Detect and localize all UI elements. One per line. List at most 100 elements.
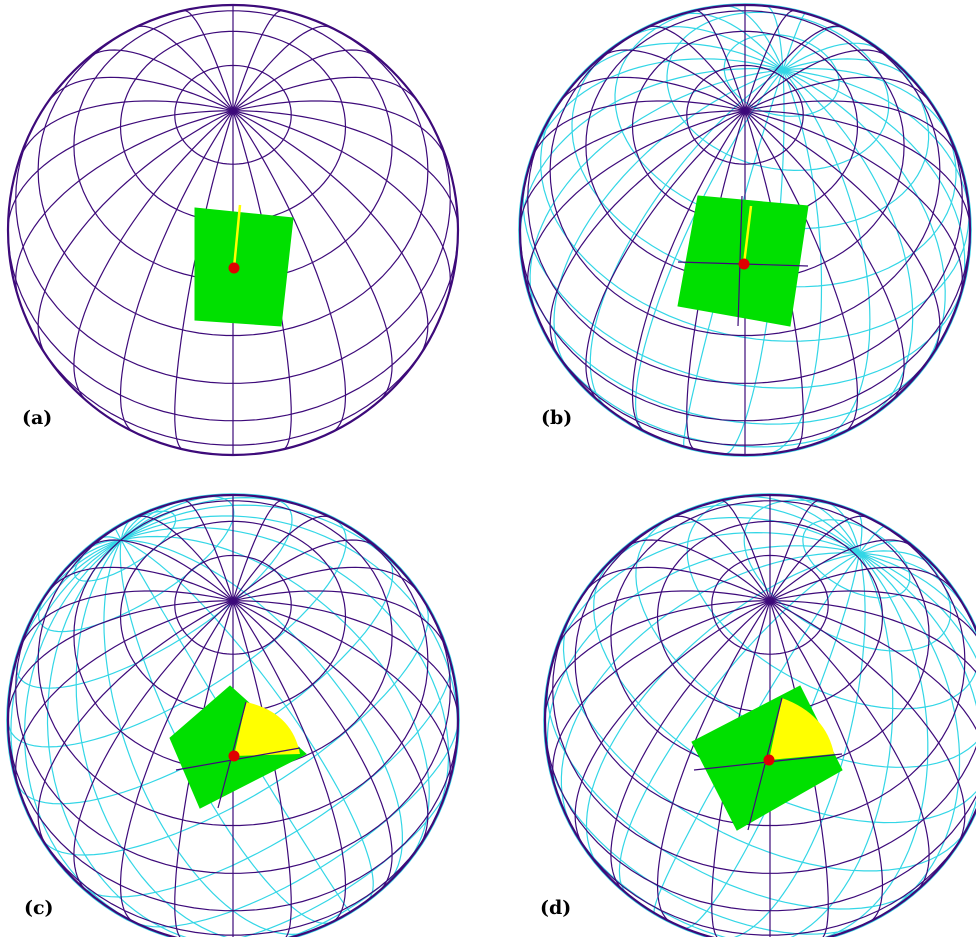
base-grid-meridian [119,600,234,922]
rotated-grid-parallel [73,510,177,582]
base-grid-meridian [744,110,859,432]
rotated-grid-meridian [622,25,784,71]
panel-b-base-grid [518,3,972,457]
rotated-grid-meridian [733,496,860,554]
panel-c: (c) [6,493,460,937]
rotated-grid-meridian [782,69,966,300]
base-grid-meridian [232,110,347,432]
base-grid-meridian [73,600,234,893]
base-grid-meridian [529,100,746,163]
base-grid-meridian [232,600,393,893]
base-grid-parallel [610,500,930,772]
base-grid-meridian [232,9,284,111]
rotated-grid-parallel [134,750,450,928]
base-grid-parallel [7,719,459,912]
rotated-grid-meridian [560,552,860,830]
rotated-grid-meridian [724,5,784,71]
base-grid-meridian [232,600,451,788]
rotated-grid-meridian [103,539,310,936]
panel-b: (b) [518,3,972,457]
base-grid-parallel [119,520,347,713]
panel-a-vector [232,204,242,269]
base-grid-parallel [174,64,292,165]
base-grid-parallel [656,520,884,713]
base-grid-parallel [585,10,905,282]
rotated-grid-meridian [529,69,783,322]
base-grid-parallel [37,502,429,827]
base-grid-meridian [610,600,771,893]
rotated-grid-parallel [666,11,890,172]
panel-d-wedge [769,698,834,760]
base-grid-meridian [232,539,379,602]
rotated-grid-parallel [80,700,441,898]
base-grid-meridian [17,100,234,163]
base-grid-meridian [585,110,746,403]
panel-d-base-grid [543,493,976,937]
base-grid-parallel [15,613,451,874]
base-grid-meridian [769,600,884,922]
panel-c-point [228,750,240,762]
rotated-grid-meridian [120,539,374,901]
base-grid-parallel [574,502,966,827]
rotated-grid-meridian [766,5,784,70]
base-grid-meridian [232,49,379,112]
base-grid-meridian [232,110,451,298]
base-grid-meridian [15,600,234,788]
base-grid-meridian [631,110,746,432]
rotated-grid-meridian [121,526,450,834]
rotated-grid-parallel [614,4,930,230]
base-grid-meridian [554,590,771,653]
base-grid-meridian [15,110,234,298]
rotated-grid-meridian [585,552,860,868]
base-grid-meridian [232,110,393,403]
rotated-grid-meridian [75,539,228,937]
panel-a-point [228,262,240,274]
rotated-grid-parallel [15,544,285,689]
rotated-grid-parallel [573,831,727,937]
panel-b-vector [742,205,753,265]
panel-c-label: (c) [24,897,54,919]
rotated-grid-meridian [782,12,806,71]
base-grid-meridian [744,110,905,403]
panel-a-base-grid [6,3,460,457]
rotated-grid-parallel [381,553,394,608]
rotated-grid-meridian [859,552,968,611]
rotated-grid-parallel [521,261,929,425]
rotated-grid-meridian [859,552,961,918]
base-grid-parallel [527,123,963,384]
rotated-grid-meridian [782,26,845,71]
rotated-grid-meridian [661,503,860,554]
base-grid-meridian [744,110,963,298]
base-grid-parallel [570,825,970,936]
rotated-grid-parallel [286,849,418,937]
sphere-outline [6,493,460,937]
rotated-grid-meridian [790,552,894,937]
rotated-grid-meridian [859,552,976,860]
rotated-grid-parallel [743,499,952,652]
rotated-grid-parallel [7,570,338,748]
base-grid-meridian [232,100,449,163]
base-grid-meridian [232,499,284,601]
panel-d-point [763,754,775,766]
panel-b-label: (b) [541,407,572,429]
base-grid-meridian [182,9,234,111]
base-grid-parallel [15,123,451,384]
rotated-grid-meridian [782,67,952,140]
base-grid-parallel [711,554,829,655]
base-grid-meridian [73,110,234,403]
panel-c-wedge [234,702,300,756]
sphere-outline [518,3,972,457]
rotated-grid-meridian [782,69,871,445]
base-grid-parallel [174,554,292,655]
patch-grid-line [747,697,783,831]
base-grid-meridian [232,600,347,922]
rotated-grid-meridian [786,495,860,554]
rotated-grid-meridian [121,539,404,889]
base-grid-meridian [769,539,916,602]
rotated-grid-parallel [723,33,840,117]
base-grid-parallel [73,10,393,282]
base-grid-parallel [545,335,945,446]
rotated-grid-meridian [676,12,784,71]
base-grid-meridian [624,539,771,602]
